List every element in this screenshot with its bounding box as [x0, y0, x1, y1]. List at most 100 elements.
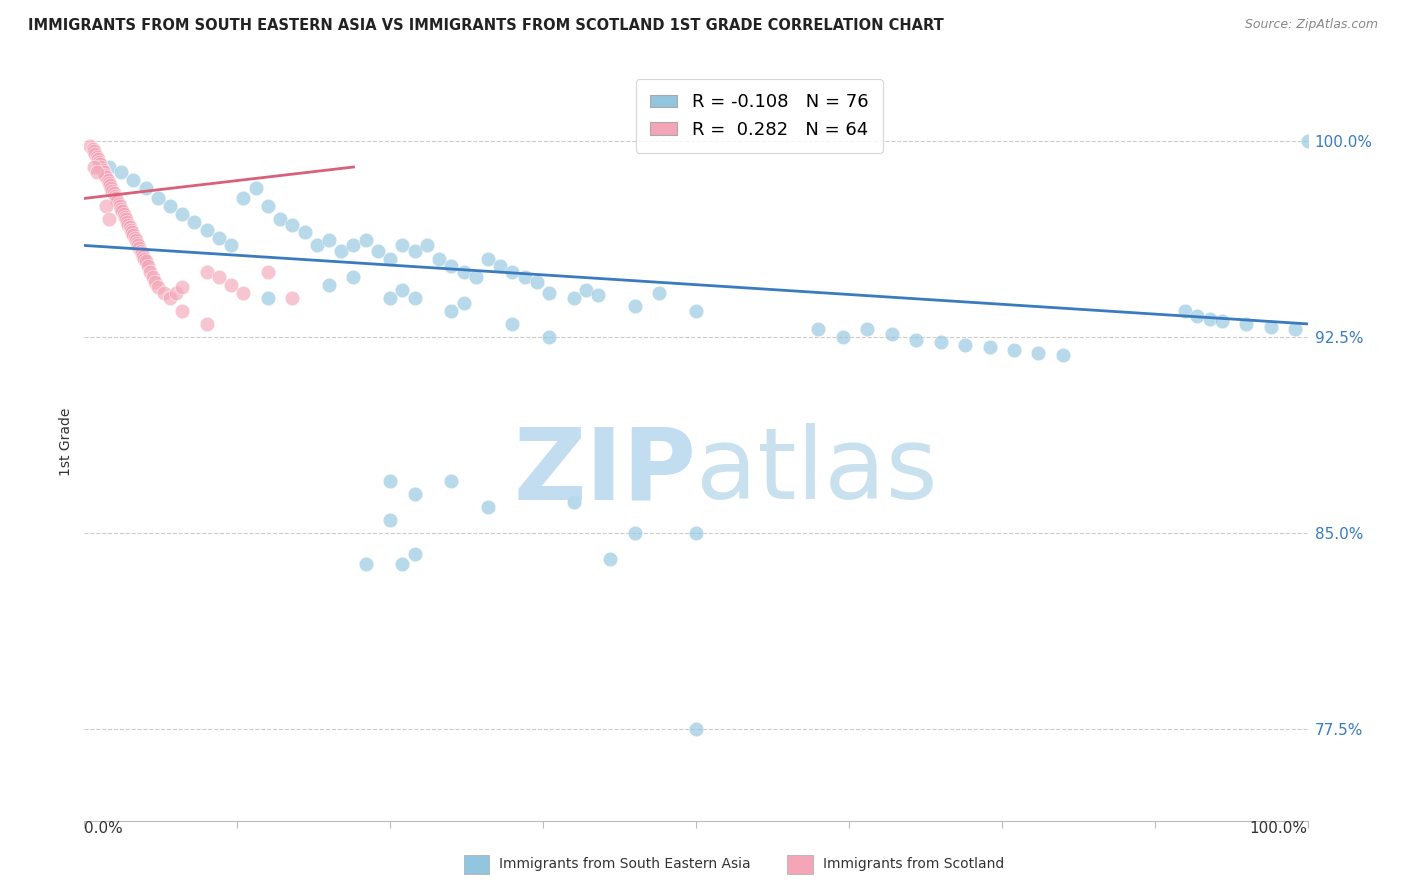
Point [114, 210, 136, 224]
Point [110, 165, 132, 179]
Text: Immigrants from South Eastern Asia: Immigrants from South Eastern Asia [499, 857, 751, 871]
Point [86, 150, 108, 164]
Point [685, 722, 707, 736]
Point [856, 322, 879, 336]
Point [101, 184, 124, 198]
Point [104, 188, 127, 202]
Point [96, 170, 118, 185]
Point [195, 317, 218, 331]
Point [391, 558, 413, 572]
Point [1198, 311, 1220, 326]
Point [100, 181, 122, 195]
Point [257, 264, 280, 278]
Point [131, 246, 153, 260]
Point [135, 254, 157, 268]
Point [83, 160, 105, 174]
Point [97, 212, 120, 227]
Point [82, 142, 104, 156]
Point [391, 283, 413, 297]
Text: atlas: atlas [696, 424, 938, 520]
Point [87, 152, 110, 166]
Point [159, 291, 181, 305]
Point [232, 285, 254, 300]
Point [281, 218, 304, 232]
Point [807, 322, 830, 336]
Text: Source: ZipAtlas.com: Source: ZipAtlas.com [1244, 18, 1378, 31]
Point [142, 269, 165, 284]
Point [440, 474, 463, 488]
Point [453, 264, 475, 278]
Point [143, 275, 166, 289]
Point [391, 238, 413, 252]
Point [97, 173, 120, 187]
Point [305, 238, 328, 252]
Point [115, 215, 138, 229]
Point [97, 176, 120, 190]
Point [294, 226, 316, 240]
Point [1174, 303, 1197, 318]
Point [111, 204, 134, 219]
Point [172, 207, 194, 221]
Point [269, 212, 291, 227]
Point [183, 215, 205, 229]
Point [427, 252, 450, 266]
Point [96, 199, 118, 213]
Point [367, 244, 389, 258]
Point [489, 260, 512, 274]
Point [1187, 309, 1209, 323]
Text: IMMIGRANTS FROM SOUTH EASTERN ASIA VS IMMIGRANTS FROM SCOTLAND 1ST GRADE CORRELA: IMMIGRANTS FROM SOUTH EASTERN ASIA VS IM… [28, 18, 943, 33]
Point [219, 277, 242, 292]
Point [281, 291, 304, 305]
Point [685, 526, 707, 541]
Point [136, 260, 159, 274]
Point [342, 269, 364, 284]
Point [513, 269, 536, 284]
Point [195, 223, 218, 237]
Point [404, 244, 426, 258]
Point [146, 191, 169, 205]
Point [94, 168, 117, 182]
Point [257, 199, 280, 213]
Point [208, 230, 231, 244]
Point [404, 487, 426, 501]
Point [122, 173, 145, 187]
Point [84, 147, 107, 161]
Text: Immigrants from Scotland: Immigrants from Scotland [823, 857, 1004, 871]
Point [87, 154, 110, 169]
Point [953, 338, 976, 352]
Point [1284, 322, 1306, 336]
Point [91, 162, 114, 177]
Text: ZIP: ZIP [513, 424, 696, 520]
Point [440, 260, 463, 274]
Point [90, 160, 112, 174]
Point [134, 252, 156, 266]
Point [354, 558, 377, 572]
Point [103, 186, 125, 201]
Point [464, 269, 486, 284]
Point [208, 269, 231, 284]
Point [380, 474, 402, 488]
Point [159, 199, 181, 213]
Point [404, 291, 426, 305]
Point [195, 264, 218, 278]
Point [172, 280, 194, 294]
Point [93, 165, 115, 179]
Point [453, 296, 475, 310]
Point [1260, 319, 1282, 334]
Point [477, 500, 499, 514]
Point [502, 264, 524, 278]
Point [245, 181, 267, 195]
Point [118, 220, 141, 235]
Point [526, 275, 548, 289]
Y-axis label: 1st Grade: 1st Grade [59, 408, 73, 475]
Point [257, 291, 280, 305]
Point [440, 303, 463, 318]
Point [648, 285, 671, 300]
Point [172, 303, 194, 318]
Point [416, 238, 439, 252]
Point [318, 233, 340, 247]
Point [1052, 348, 1074, 362]
Point [124, 230, 146, 244]
Point [477, 252, 499, 266]
Point [318, 277, 340, 292]
